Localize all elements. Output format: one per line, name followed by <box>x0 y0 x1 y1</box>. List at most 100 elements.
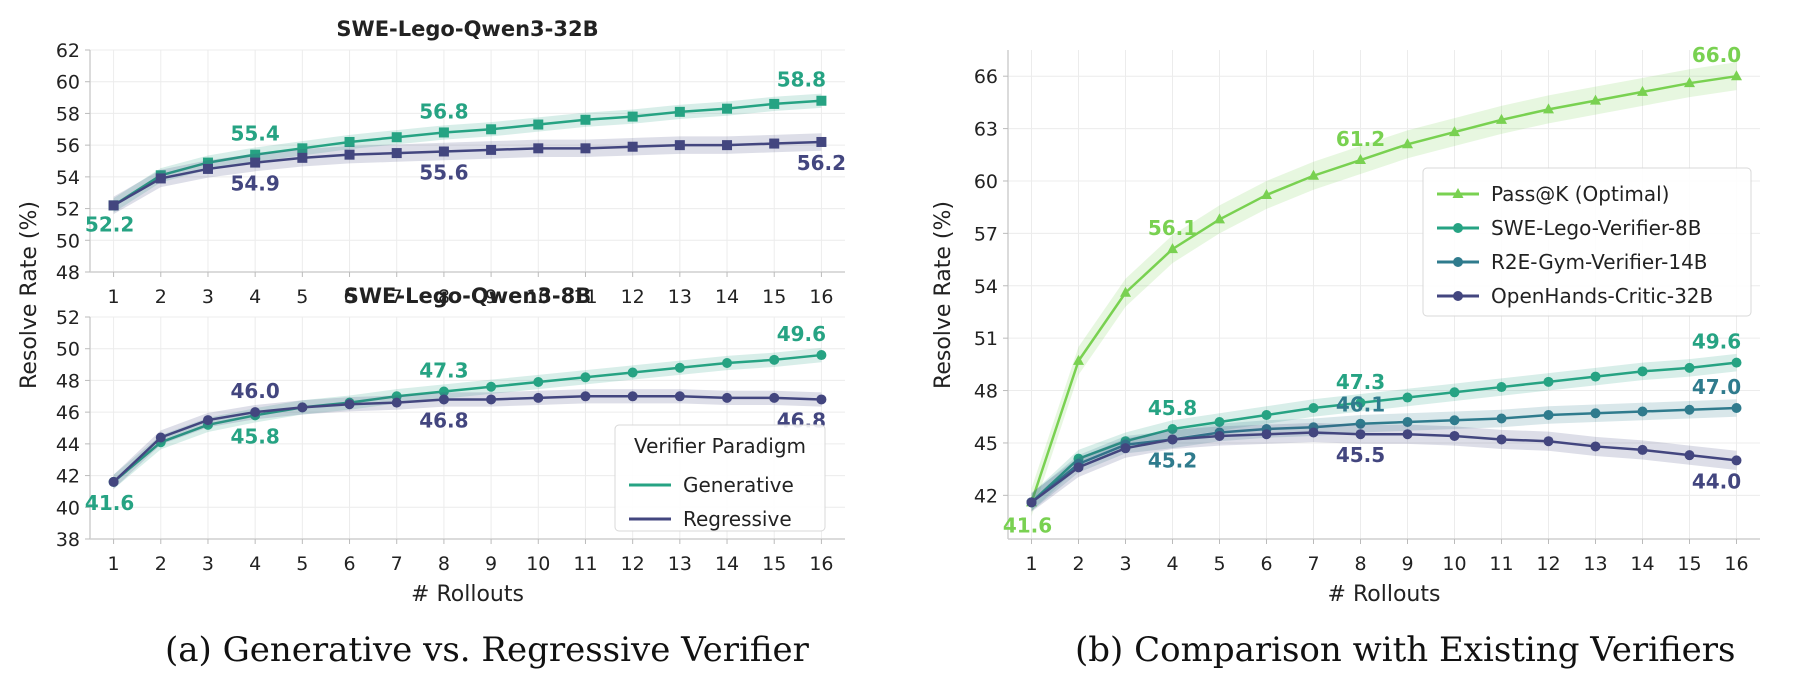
x-tick-label: 8 <box>438 553 450 575</box>
data-point <box>1590 371 1601 382</box>
y-tick-label: 58 <box>56 103 80 125</box>
y-tick-label: 56 <box>56 135 80 157</box>
data-point <box>1026 497 1037 508</box>
y-tick-label: 54 <box>974 276 998 298</box>
data-point <box>1261 429 1272 440</box>
x-tick-label: 4 <box>249 286 261 308</box>
data-point <box>1684 450 1695 461</box>
data-point <box>1590 408 1601 419</box>
x-axis-label: # Rollouts <box>411 582 524 607</box>
x-tick-label: 2 <box>155 286 167 308</box>
data-point <box>1120 286 1131 297</box>
data-point <box>1543 103 1554 114</box>
x-tick-label: 3 <box>202 286 214 308</box>
x-tick-label: 9 <box>485 286 497 308</box>
y-tick-label: 62 <box>56 40 80 62</box>
data-point <box>250 407 261 418</box>
data-point <box>438 394 449 405</box>
x-tick-label: 13 <box>668 553 692 575</box>
data-point <box>674 391 685 402</box>
data-point <box>486 381 497 392</box>
y-tick-label: 50 <box>56 339 80 361</box>
data-label: 56.1 <box>1148 216 1197 240</box>
series-line <box>1030 431 1737 504</box>
data-point <box>1731 70 1742 81</box>
data-label: 66.0 <box>1692 43 1741 67</box>
x-tick-label: 4 <box>249 553 261 575</box>
x-tick-label: 7 <box>391 553 403 575</box>
data-point <box>533 119 544 130</box>
data-point <box>1214 430 1225 441</box>
y-axis-label-a: Resolve Rate (%) <box>17 201 42 389</box>
x-tick-label: 10 <box>526 286 550 308</box>
data-point <box>108 200 119 211</box>
data-point <box>722 357 733 368</box>
x-tick-label: 3 <box>202 553 214 575</box>
chart-title: SWE-Lego-Qwen3-32B <box>336 17 598 41</box>
x-tick-label: 11 <box>1489 553 1513 575</box>
data-label: 49.6 <box>777 322 826 346</box>
data-point <box>627 141 638 152</box>
x-tick-label: 8 <box>438 286 450 308</box>
x-tick-label: 2 <box>155 553 167 575</box>
data-point <box>1449 387 1460 398</box>
x-tick-label: 5 <box>1213 553 1225 575</box>
legend: Verifier Paradigm Generative Regressive <box>614 424 826 532</box>
data-label: 45.5 <box>1336 443 1385 467</box>
y-tick-label: 42 <box>974 485 998 507</box>
data-point <box>674 362 685 373</box>
data-point <box>1684 362 1695 373</box>
data-point <box>1731 455 1742 466</box>
data-point <box>816 350 827 361</box>
y-tick-label: 44 <box>56 434 80 456</box>
x-tick-label: 4 <box>1166 553 1178 575</box>
chart-title: SWE-Lego-Qwen3-8B <box>344 284 592 308</box>
data-point <box>580 372 591 383</box>
y-tick-label: 51 <box>974 328 998 350</box>
y-tick-label: 40 <box>56 497 80 519</box>
data-point <box>1496 113 1507 124</box>
data-label: 41.6 <box>85 491 134 515</box>
data-point <box>1261 410 1272 421</box>
data-point <box>627 111 638 122</box>
data-point <box>1449 430 1460 441</box>
x-tick-label: 10 <box>1442 553 1466 575</box>
data-point <box>1214 213 1225 224</box>
legend-entry: Regressive <box>683 507 792 531</box>
legend-box <box>614 424 826 532</box>
series-line <box>112 99 822 207</box>
data-label: 54.9 <box>230 172 279 196</box>
y-tick-label: 46 <box>56 402 80 424</box>
data-point <box>486 124 497 135</box>
y-tick-label: 48 <box>974 381 998 403</box>
data-point <box>297 143 308 154</box>
data-point <box>1731 357 1742 368</box>
x-tick-label: 7 <box>1307 553 1319 575</box>
data-point <box>816 95 827 106</box>
data-point <box>1731 403 1742 414</box>
x-tick-label: 12 <box>1536 553 1560 575</box>
data-point <box>391 397 402 408</box>
legend-marker <box>1453 291 1463 301</box>
x-tick-label: 16 <box>809 553 833 575</box>
data-point <box>1073 462 1084 473</box>
data-point <box>1543 410 1554 421</box>
x-tick-label: 12 <box>621 553 645 575</box>
x-tick-label: 14 <box>1630 553 1654 575</box>
series-band <box>113 389 822 490</box>
series-regressive: 54.9 55.6 56.2 <box>108 133 846 215</box>
data-point <box>1261 188 1272 199</box>
data-point <box>1543 376 1554 387</box>
x-tick-label: 14 <box>715 286 739 308</box>
data-point <box>580 114 591 125</box>
data-point <box>816 136 827 147</box>
data-point <box>1355 154 1366 165</box>
series-regressive: 46.046.8 46.8 <box>108 379 827 490</box>
x-tick-label: 12 <box>621 286 645 308</box>
data-label: 47.3 <box>1336 370 1385 394</box>
data-label: 46.8 <box>419 408 468 432</box>
x-tick-label: 10 <box>526 553 550 575</box>
x-tick-label: 3 <box>1119 553 1131 575</box>
